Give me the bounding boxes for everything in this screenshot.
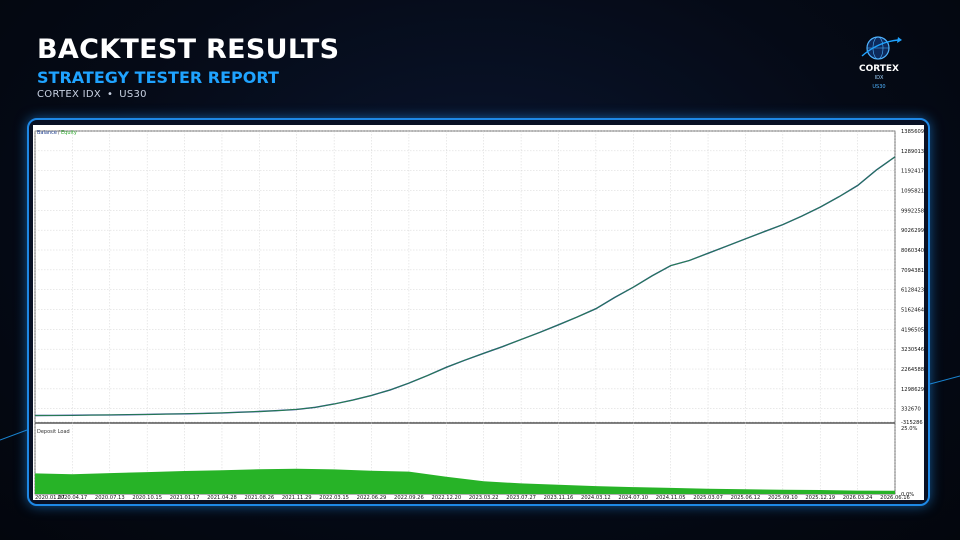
balance-equity-lines: [34, 156, 896, 417]
y-tick-label: 332670: [901, 407, 921, 413]
equity-line: [34, 156, 896, 416]
decorative-glow-lines: [0, 375, 960, 441]
y-tick-label: -315286: [901, 420, 923, 426]
logo-line1: CORTEX: [859, 64, 899, 74]
x-tick-label: 2021.11.29: [282, 495, 312, 500]
meta-symbol: US30: [119, 89, 147, 100]
x-tick-label: 2025.09.10: [768, 495, 798, 500]
brand-logo: CORTEX IDX US30: [844, 34, 914, 94]
x-tick-label: 2023.03.22: [469, 495, 499, 500]
meta-product: CORTEX IDX: [37, 89, 102, 100]
y-tick-label: 4196505: [901, 327, 924, 333]
deposit-load-area: [35, 468, 895, 494]
globe-icon: [861, 36, 902, 60]
x-tick-label: 2023.07.27: [506, 495, 536, 500]
x-tick-label: 2026.03.24: [843, 495, 873, 500]
report-meta: CORTEX IDX • US30: [37, 89, 147, 100]
y-tick-label: 2264588: [901, 367, 924, 373]
deposit-load-fill: [35, 468, 895, 494]
legend-sep: /: [58, 130, 60, 136]
x-tick-label: 2025.12.19: [805, 495, 835, 500]
y-tick-label: 1298629: [901, 387, 924, 393]
x-tick-label: 2024.11.05: [656, 495, 686, 500]
x-tick-label: 2024.03.12: [581, 495, 611, 500]
y-tick-label: 6128423: [901, 288, 924, 294]
y-tick-label: 11924175: [901, 169, 924, 175]
x-tick-label: 2020.01.07: [35, 495, 65, 500]
x-tick-label: 2021.01.17: [170, 495, 200, 500]
x-tick-label: 2026.06.16: [880, 495, 910, 500]
y-tick-label: 8060340: [901, 248, 924, 254]
x-tick-label: 2024.07.10: [618, 495, 648, 500]
grid: [34, 130, 896, 495]
logo-line3: US30: [872, 84, 885, 90]
y-tick-label: 5162464: [901, 308, 924, 314]
x-tick-label: 2020.04.17: [58, 495, 88, 500]
x-tick-label: 2021.04.28: [207, 495, 237, 500]
legend-balance: Balance: [37, 130, 57, 136]
y-tick-label: 10958216: [901, 189, 924, 195]
backtest-chart: 13856093 12890134 11924175 10958216 9992258 9…: [33, 125, 924, 500]
x-tick-label: 2025.06.12: [731, 495, 761, 500]
y-tick-label: 9026299: [901, 228, 924, 234]
meta-separator: •: [107, 89, 114, 100]
x-tick-label: 2022.03.15: [319, 495, 349, 500]
x-tick-label: 2021.08.26: [244, 495, 274, 500]
y-tick-label: 12890134: [901, 149, 924, 155]
x-tick-label: 2025.03.07: [693, 495, 723, 500]
x-tick-label: 2020.10.15: [132, 495, 162, 500]
y-tick-label: 3230546: [901, 347, 924, 353]
x-tick-label: 2023.11.16: [544, 495, 574, 500]
load-y-tick-label: 25.0%: [901, 426, 918, 432]
y-tick-labels: 13856093 12890134 11924175 10958216 9992258 9…: [901, 129, 924, 498]
logo-line2: IDX: [875, 75, 884, 81]
chart-area: 13856093 12890134 11924175 10958216 9992258 9…: [33, 125, 924, 500]
x-tick-label: 2022.06.29: [357, 495, 387, 500]
page-subtitle: STRATEGY TESTER REPORT: [37, 68, 279, 87]
page-title: BACKTEST RESULTS: [37, 34, 340, 65]
x-tick-label: 2022.09.26: [394, 495, 424, 500]
y-tick-label: 7094381: [901, 268, 924, 274]
y-tick-label: 9992258: [901, 208, 924, 214]
y-tick-label: 13856093: [901, 129, 924, 135]
load-y-tick-label: 0.0%: [901, 492, 914, 498]
deposit-load-title: Deposit Load: [37, 429, 70, 435]
legend-equity: Equity: [61, 130, 77, 136]
x-tick-label: 2020.07.13: [95, 495, 125, 500]
x-tick-label: 2022.12.20: [431, 495, 461, 500]
